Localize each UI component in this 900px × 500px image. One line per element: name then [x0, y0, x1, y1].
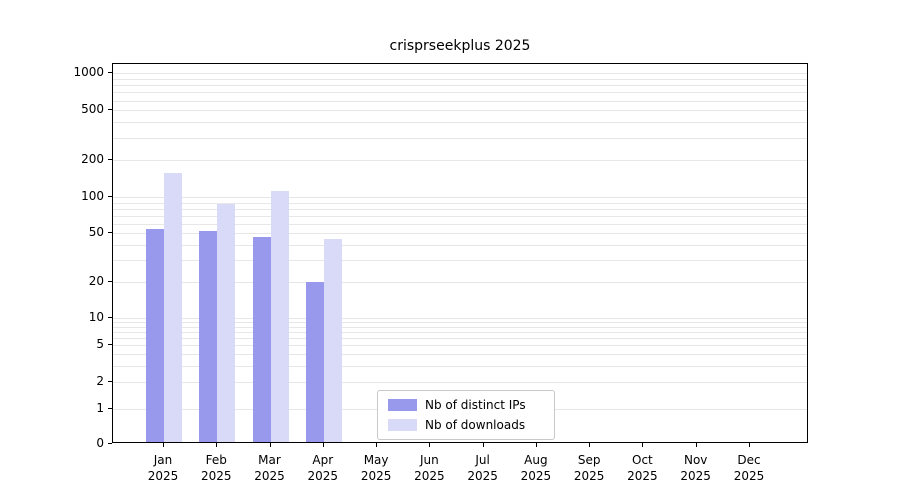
y-tick-label-200: 200 — [81, 151, 104, 166]
gridline-800 — [113, 85, 807, 86]
y-tick-mark-100 — [108, 196, 112, 197]
gridline-40 — [113, 245, 807, 247]
gridline-70 — [113, 215, 807, 217]
x-tick-label-oct-2025: Oct 2025 — [627, 453, 658, 483]
bar-nb-of-distinct-ips-feb-2025 — [199, 231, 218, 442]
bar-nb-of-downloads-apr-2025 — [323, 239, 342, 442]
chart-title: crisprseekplus 2025 — [389, 38, 531, 54]
gridline-10 — [113, 318, 807, 319]
x-tick-mark-nov-2025 — [695, 443, 697, 447]
gridline-300 — [113, 137, 807, 139]
legend-label-downloads: Nb of downloads — [425, 418, 526, 432]
gridline-200 — [113, 159, 807, 161]
gridline-7 — [113, 332, 807, 334]
x-tick-mark-aug-2025 — [535, 443, 537, 447]
x-tick-label-sep-2025: Sep 2025 — [573, 453, 605, 483]
gridline-700 — [113, 92, 807, 94]
bar-nb-of-distinct-ips-mar-2025 — [252, 237, 271, 442]
x-tick-mark-dec-2025 — [749, 443, 750, 447]
legend-label-distinct-ips: Nb of distinct IPs — [425, 398, 526, 412]
x-tick-mark-mar-2025 — [269, 443, 271, 447]
y-tick-label-20: 20 — [88, 273, 104, 288]
y-tick-mark-200 — [108, 158, 112, 160]
y-tick-mark-50 — [108, 232, 112, 234]
x-tick-mark-jan-2025 — [163, 443, 164, 447]
bar-nb-of-distinct-ips-jan-2025 — [146, 229, 164, 442]
gridline-500 — [113, 110, 807, 112]
gridline-100 — [113, 197, 807, 198]
x-tick-label-jan-2025: Jan 2025 — [147, 453, 179, 483]
gridline-90 — [113, 202, 807, 204]
legend-item-distinct-ips: Nb of distinct IPs — [388, 398, 544, 412]
x-tick-label-nov-2025: Nov 2025 — [680, 453, 711, 483]
gridline-600 — [113, 100, 807, 102]
bar-nb-of-downloads-mar-2025 — [270, 190, 289, 442]
y-tick-mark-500 — [108, 109, 112, 111]
x-tick-label-aug-2025: Aug 2025 — [520, 453, 552, 483]
x-tick-label-feb-2025: Feb 2025 — [201, 453, 232, 483]
y-tick-label-50: 50 — [88, 225, 104, 240]
x-tick-mark-jun-2025 — [429, 443, 431, 447]
legend-swatch-distinct-ips — [388, 399, 417, 411]
bar-nb-of-distinct-ips-apr-2025 — [305, 282, 324, 442]
gridline-20 — [113, 281, 807, 283]
x-tick-mark-may-2025 — [376, 443, 378, 447]
legend-item-downloads: Nb of downloads — [388, 418, 544, 432]
y-tick-mark-1000 — [108, 72, 112, 73]
y-tick-mark-10 — [108, 317, 112, 318]
gridline-30 — [113, 260, 807, 262]
y-tick-mark-20 — [108, 280, 112, 282]
gridline-1000 — [113, 73, 807, 74]
gridline-8 — [113, 326, 807, 328]
x-tick-mark-jul-2025 — [482, 443, 484, 447]
gridline-50 — [113, 233, 807, 235]
gridlines-layer — [113, 64, 807, 442]
gridline-900 — [113, 78, 807, 80]
gridline-6 — [113, 338, 807, 340]
gridline-2 — [113, 381, 807, 383]
y-tick-label-5: 5 — [96, 337, 104, 352]
x-tick-label-mar-2025: Mar 2025 — [254, 453, 285, 483]
y-tick-label-2: 2 — [96, 373, 104, 388]
gridline-80 — [113, 208, 807, 210]
y-tick-label-1000: 1000 — [73, 65, 104, 79]
y-tick-mark-5 — [108, 344, 112, 346]
y-tick-label-1: 1 — [96, 401, 104, 415]
x-tick-label-jun-2025: Jun 2025 — [414, 453, 445, 483]
y-tick-label-0: 0 — [96, 436, 104, 450]
gridline-60 — [113, 223, 807, 225]
legend: Nb of distinct IPs Nb of downloads — [377, 390, 555, 440]
x-tick-label-jul-2025: Jul 2025 — [467, 453, 498, 483]
gridline-5 — [113, 345, 807, 347]
x-tick-mark-sep-2025 — [589, 443, 591, 447]
x-tick-mark-oct-2025 — [642, 443, 644, 447]
y-tick-label-100: 100 — [81, 189, 104, 203]
legend-swatch-downloads — [388, 419, 417, 431]
x-tick-label-may-2025: May 2025 — [360, 453, 392, 483]
y-tick-mark-0 — [108, 443, 112, 444]
gridline-4 — [113, 354, 807, 356]
x-tick-mark-apr-2025 — [322, 443, 324, 447]
bars-layer — [113, 64, 807, 442]
gridline-9 — [113, 322, 807, 324]
bar-nb-of-downloads-feb-2025 — [217, 203, 236, 442]
y-tick-mark-2 — [108, 380, 112, 382]
x-tick-mark-feb-2025 — [216, 443, 218, 447]
x-tick-label-dec-2025: Dec 2025 — [733, 453, 765, 483]
y-tick-mark-1 — [108, 408, 112, 409]
gridline-3 — [113, 365, 807, 367]
plot-area: Nb of distinct IPs Nb of downloads — [112, 63, 808, 443]
gridline-400 — [113, 122, 807, 124]
y-tick-label-10: 10 — [88, 310, 104, 324]
y-tick-label-500: 500 — [81, 102, 104, 117]
x-tick-label-apr-2025: Apr 2025 — [307, 453, 339, 483]
bar-nb-of-downloads-jan-2025 — [164, 173, 182, 442]
